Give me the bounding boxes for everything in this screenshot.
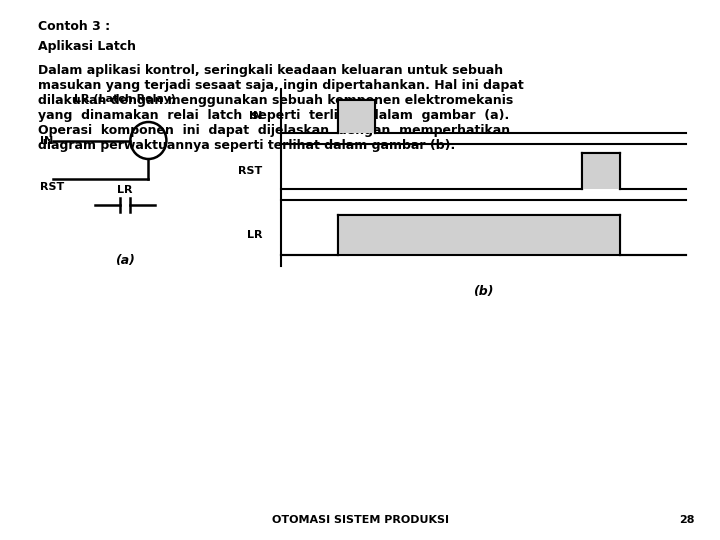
Text: Operasi  komponen  ini  dapat  dijelaskan  dengan  memperhatikan: Operasi komponen ini dapat dijelaskan de…	[38, 124, 510, 137]
Text: yang  dinamakan  relai  latch  seperti  terlihat  dalam  gambar  (a).: yang dinamakan relai latch seperti terli…	[38, 109, 509, 122]
Text: RST: RST	[238, 166, 263, 176]
Text: 28: 28	[680, 515, 695, 525]
Text: LR: LR	[117, 185, 132, 195]
Bar	[338, 100, 375, 133]
Text: Dalam aplikasi kontrol, seringkali keadaan keluaran untuk sebuah: Dalam aplikasi kontrol, seringkali keada…	[38, 64, 503, 77]
Text: OTOMASI SISTEM PRODUKSI: OTOMASI SISTEM PRODUKSI	[271, 515, 449, 525]
Text: IN: IN	[249, 111, 263, 122]
Text: Contoh 3 :: Contoh 3 :	[38, 20, 110, 33]
Bar	[582, 153, 620, 188]
Text: LR (Latch Relay): LR (Latch Relay)	[74, 94, 176, 104]
Bar	[338, 214, 620, 255]
Text: masukan yang terjadi sesaat saja, ingin dipertahankan. Hal ini dapat: masukan yang terjadi sesaat saja, ingin …	[38, 79, 523, 92]
Text: diagram perwaktuannya seperti terlihat dalam gambar (b).: diagram perwaktuannya seperti terlihat d…	[38, 139, 455, 152]
Text: IN: IN	[40, 136, 54, 145]
Text: (a): (a)	[115, 254, 135, 267]
Text: dilakukan dengan menggunakan sebuah komponen elektromekanis: dilakukan dengan menggunakan sebuah komp…	[38, 94, 513, 107]
Text: Aplikasi Latch: Aplikasi Latch	[38, 40, 136, 53]
Text: LR: LR	[247, 230, 263, 240]
Text: (b): (b)	[473, 285, 494, 298]
Text: RST: RST	[40, 182, 65, 192]
